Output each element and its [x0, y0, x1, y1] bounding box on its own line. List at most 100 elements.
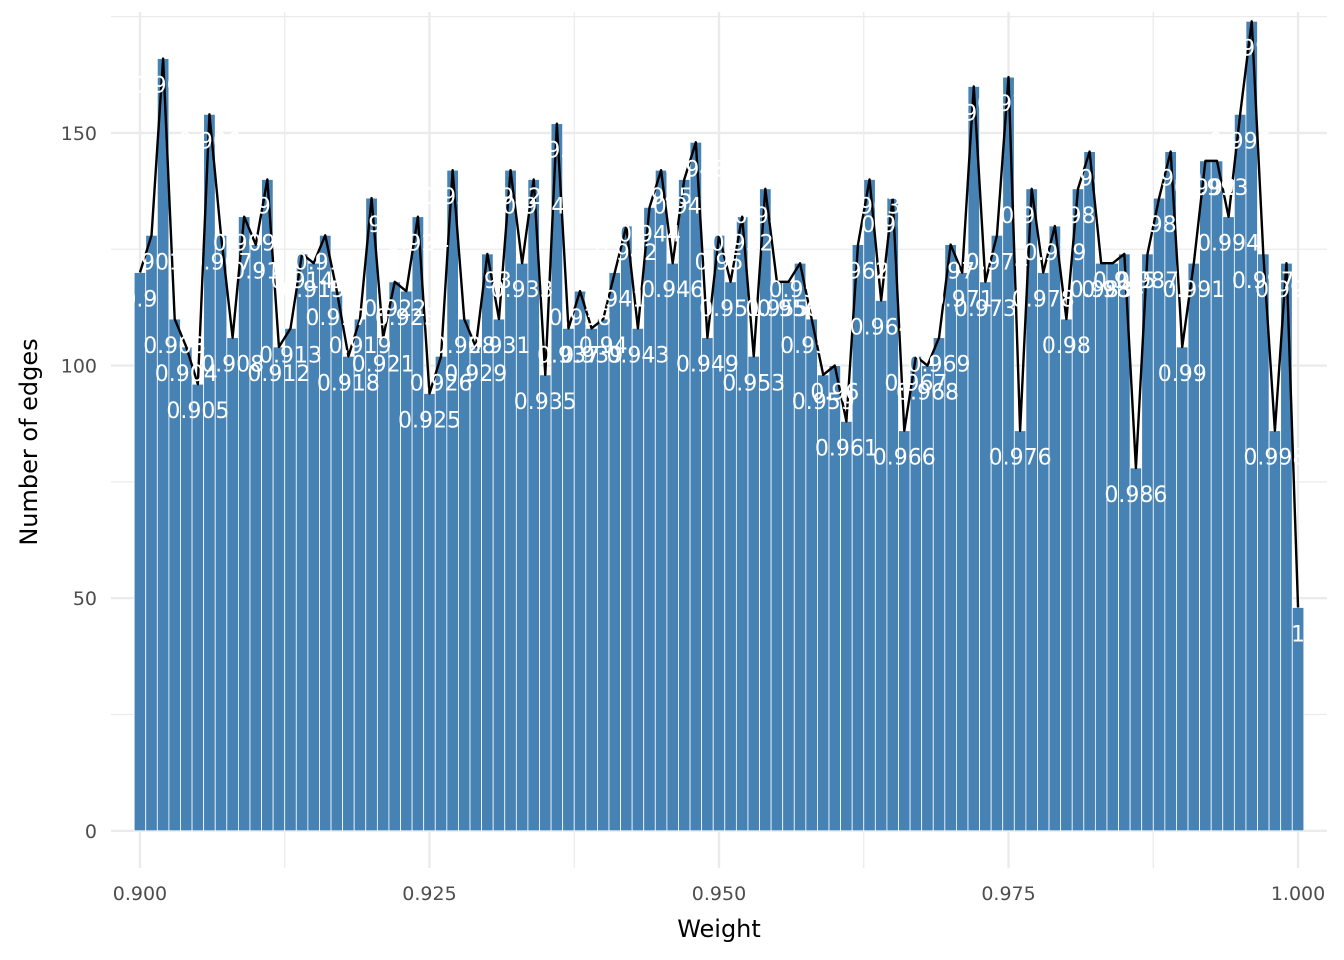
bar-label: 0.985: [1093, 269, 1156, 294]
y-tick-label: 100: [61, 356, 97, 378]
bar-label: 0.936: [525, 139, 588, 164]
bar-label: 0.996: [1220, 36, 1283, 61]
bar-label: 0.995: [1209, 129, 1272, 154]
bar-label: 0.964: [850, 315, 913, 340]
bar-label: 0.959: [792, 390, 855, 415]
histogram-bar: [1060, 318, 1073, 832]
x-axis-tick-labels: 0.900 0.925 0.950 0.975 1.000: [113, 883, 1326, 905]
bar-label: 0.987: [1116, 269, 1179, 294]
histogram-bar: [1210, 160, 1224, 832]
histogram-bar: [492, 318, 506, 832]
histogram-bar: [921, 365, 934, 832]
bar-label: 0.965: [861, 213, 924, 238]
histogram-bar: [678, 179, 691, 832]
bar-label: 0.989: [1139, 167, 1202, 192]
bar-label: 0.952: [711, 232, 774, 257]
histogram-bar: [1222, 216, 1235, 832]
histogram-bar: [272, 346, 286, 832]
bar-label: 0.99: [1158, 362, 1207, 387]
bar-label: 0.919: [328, 334, 391, 359]
bar-label: 0.956: [757, 297, 820, 322]
bar-label: 0.955: [745, 297, 808, 322]
histogram-bar: [944, 244, 957, 832]
histogram-bar: [446, 169, 459, 832]
histogram-bar: [573, 290, 587, 832]
bar-label: 0.954: [734, 204, 797, 229]
bar-label: 0.907: [190, 250, 253, 275]
bar-label: 0.997: [1232, 269, 1295, 294]
histogram-bar: [342, 355, 355, 832]
histogram-bar: [747, 355, 760, 832]
bar-label: 0.957: [769, 278, 832, 303]
x-tick-label: 1.000: [1271, 883, 1325, 905]
bar-label: 0.941: [583, 288, 646, 313]
histogram-bar: [168, 318, 181, 832]
y-axis-tick-labels: 0 50 100 150: [61, 123, 97, 843]
histogram-bar: [376, 337, 390, 832]
histogram-bar: [840, 420, 853, 832]
bar-label: 0.921: [352, 353, 415, 378]
bar-label: 0.978: [1012, 288, 1075, 313]
bar-label: 0.97: [926, 260, 975, 285]
histogram-bar: [284, 327, 297, 832]
bar-label: 0.945: [630, 185, 693, 210]
bar-label: 0.929: [444, 362, 507, 387]
histogram-bar: [898, 430, 911, 832]
bar-labels-layer: 0.90.9010.9020.9030.9040.9050.9060.9070.…: [120, 36, 1318, 647]
bar-label: 0.9: [122, 288, 157, 313]
histogram-bar: [967, 86, 980, 832]
bar-label: 0.932: [479, 185, 542, 210]
bar-label: 0.92: [347, 213, 396, 238]
histogram-bar: [423, 393, 436, 832]
bar-label: 0.913: [259, 343, 322, 368]
bar-label: 0.999: [1255, 278, 1318, 303]
bar-label: 0.93: [463, 269, 512, 294]
bar-label: 0.909: [213, 232, 276, 257]
bar-label: 0.922: [363, 297, 426, 322]
bar-label: 0.988: [1128, 213, 1191, 238]
bar-label: 0.915: [282, 278, 345, 303]
bar-label: 0.976: [989, 446, 1052, 471]
bar-label: 0.984: [1081, 278, 1144, 303]
x-tick-label: 0.950: [692, 883, 746, 905]
bar-label: 0.951: [699, 297, 762, 322]
bar-label: 0.933: [491, 278, 554, 303]
bar-label: 0.968: [896, 381, 959, 406]
y-tick-label: 50: [73, 588, 97, 610]
histogram-bar: [1176, 346, 1189, 832]
bar-label: 0.926: [410, 371, 473, 396]
bar-label: 0.971: [931, 288, 994, 313]
bar-label: 0.961: [815, 436, 878, 461]
histogram-bar: [191, 383, 205, 832]
histogram-bar: [597, 318, 610, 832]
bar-label: 0.983: [1070, 278, 1133, 303]
bar-label: 0.973: [954, 297, 1017, 322]
bar-label: 0.901: [120, 250, 183, 275]
histogram-bar: [689, 141, 703, 832]
histogram-bar: [932, 337, 946, 832]
histogram-bar: [770, 281, 784, 832]
bar-label: 0.918: [317, 371, 380, 396]
bar-label: 0.972: [942, 101, 1005, 126]
histogram-bar: [712, 234, 726, 832]
bar-label: 0.935: [514, 390, 577, 415]
bar-label: 0.946: [641, 278, 704, 303]
bar-label: 0.953: [722, 371, 785, 396]
histogram-bar: [539, 374, 552, 832]
bar-label: 0.967: [884, 371, 947, 396]
histogram-bar: [782, 281, 795, 832]
histogram-bar: [620, 225, 633, 832]
bar-label: 0.912: [247, 362, 310, 387]
histogram-bar: [828, 365, 841, 832]
histogram-bar: [1094, 262, 1108, 832]
bar-label: 0.948: [664, 157, 727, 182]
bar-label: 0.914: [271, 269, 334, 294]
bar-label: 0.993: [1185, 176, 1248, 201]
bar-label: 0.98: [1042, 334, 1091, 359]
line-layer: [138, 20, 1300, 608]
histogram-bar: [1257, 253, 1270, 832]
histogram-bar: [979, 281, 992, 832]
bar-label: 0.939: [560, 343, 623, 368]
histogram-bar: [701, 337, 714, 832]
bar-label: 0.979: [1023, 241, 1086, 266]
